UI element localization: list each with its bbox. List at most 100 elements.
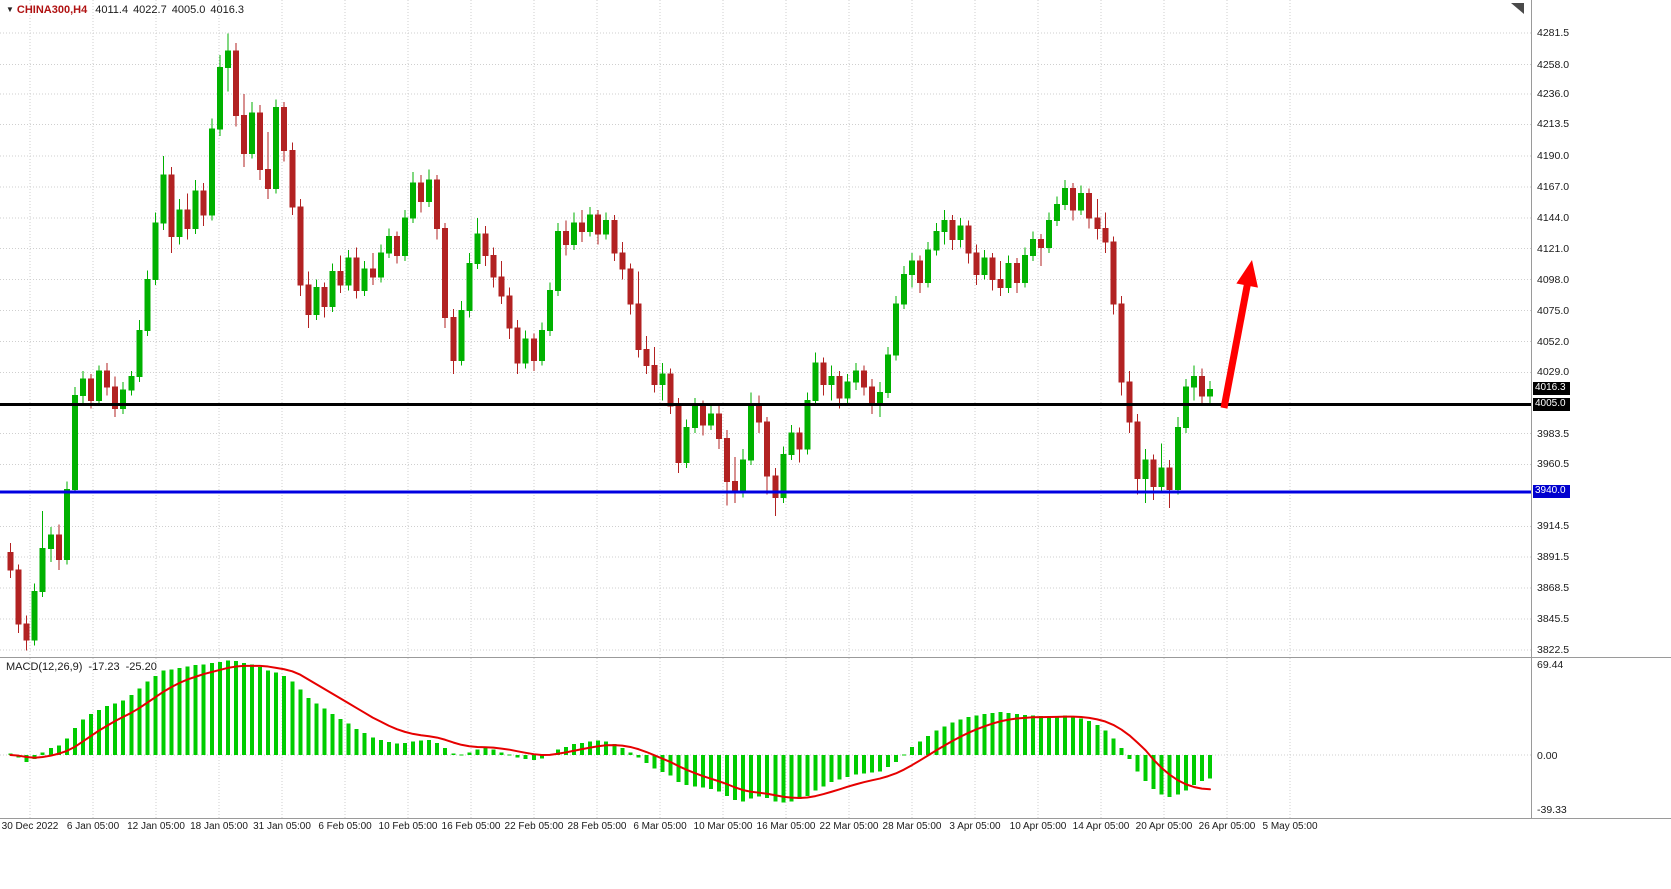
price-axis[interactable]: 4281.5 4258.0 4236.0 4213.5 4190.0 4167.0 4144… — [1532, 0, 1671, 657]
candle-bearish — [1070, 187, 1077, 211]
macd-histogram-bar — [805, 755, 810, 796]
candle-bullish — [981, 257, 988, 275]
trend-arrow-head[interactable] — [1236, 260, 1258, 288]
macd-histogram-bar — [1199, 755, 1204, 781]
candle-bearish — [595, 214, 602, 235]
time-axis[interactable]: 30 Dec 2022 6 Jan 05:00 12 Jan 05:00 18 Jan… — [0, 818, 1671, 889]
macd-histogram-bar — [885, 755, 890, 768]
macd-histogram-bar — [306, 697, 311, 755]
trend-arrow[interactable] — [1220, 260, 1258, 409]
macd-histogram-bar — [72, 727, 77, 755]
time-axis-label: 10 Mar 05:00 — [693, 821, 753, 832]
time-axis-label: 12 Jan 05:00 — [127, 821, 185, 832]
candle-bearish — [723, 437, 730, 482]
candle-bearish — [434, 179, 441, 230]
macd-histogram-bar — [24, 755, 29, 762]
macd-histogram-bar — [966, 716, 971, 755]
macd-histogram-bar — [177, 667, 182, 755]
macd-histogram-bar — [869, 755, 874, 773]
macd-value-axis[interactable]: 69.44 0.00 -39.33 — [1532, 658, 1671, 818]
chart-shift-marker[interactable] — [1511, 3, 1524, 14]
macd-signal-value: -25.20 — [125, 661, 157, 673]
candle-bullish — [1021, 254, 1028, 283]
time-axis-label: 20 Apr 05:00 — [1135, 821, 1193, 832]
macd-histogram-bar — [636, 755, 641, 758]
macd-histogram-bar — [781, 755, 786, 803]
macd-histogram-bar — [113, 703, 118, 755]
candle-bullish — [79, 378, 86, 396]
support-price-tag: 3940.0 — [1533, 485, 1570, 499]
macd-histogram-bar — [475, 749, 480, 755]
price-tick-label: 4144.0 — [1537, 211, 1570, 224]
macd-histogram-bar — [314, 703, 319, 755]
candle-bearish — [7, 552, 14, 571]
candle-bearish — [699, 405, 706, 426]
macd-histogram-bar — [676, 755, 681, 783]
candle-bearish — [611, 220, 618, 254]
pane-divider-main-macd[interactable] — [0, 657, 1671, 658]
macd-histogram-bar — [821, 755, 826, 787]
macd-histogram-bar — [1038, 716, 1043, 755]
macd-histogram-bar — [1087, 720, 1092, 755]
candle-bearish — [55, 534, 62, 560]
candle-bearish — [860, 370, 867, 388]
macd-histogram-bar — [330, 714, 335, 755]
macd-histogram-bar — [797, 755, 802, 800]
candle-bullish — [1078, 193, 1085, 211]
macd-histogram-bar — [298, 689, 303, 755]
macd-histogram-bar — [266, 670, 271, 755]
time-axis-label: 28 Feb 05:00 — [567, 821, 627, 832]
candle-bearish — [997, 279, 1004, 289]
macd-histogram-bar — [813, 755, 818, 791]
macd-histogram-bar — [733, 755, 737, 800]
candle-bearish — [88, 378, 94, 402]
quote-close: 4016.3 — [210, 4, 245, 16]
candle-bearish — [949, 220, 956, 240]
candle-bearish — [232, 50, 239, 117]
macd-histogram-bar — [877, 755, 882, 772]
candle-bearish — [1134, 421, 1141, 480]
macd-histogram-bar — [660, 755, 665, 773]
candle-bearish — [772, 475, 779, 498]
macd-histogram-bar — [282, 676, 287, 755]
time-axis-label: 6 Mar 05:00 — [633, 821, 687, 832]
time-axis-label: 3 Apr 05:00 — [949, 821, 1001, 832]
macd-histogram-bar — [620, 748, 625, 755]
candle-bearish — [651, 365, 658, 386]
price-tick-label: 4236.0 — [1537, 88, 1570, 101]
macd-histogram-bar — [129, 695, 134, 755]
candle-bearish — [627, 268, 634, 305]
candle-bearish — [321, 287, 328, 308]
macd-histogram-bar — [258, 667, 263, 755]
macd-signal-line — [9, 664, 1211, 799]
time-axis-label: 6 Feb 05:00 — [318, 821, 372, 832]
candle-bullish — [71, 394, 78, 490]
macd-indicator-pane[interactable]: MACD(12,26,9) -17.23 -25.20 — [0, 658, 1532, 818]
macd-histogram-bar — [435, 742, 440, 755]
macd-histogram-bar — [652, 755, 657, 769]
trend-arrow-shaft[interactable] — [1220, 279, 1252, 409]
macd-histogram-bar — [233, 661, 238, 755]
candle-bullish — [345, 257, 352, 286]
candle-bullish — [740, 459, 747, 493]
candle-bearish — [200, 190, 207, 216]
macd-histogram-bar — [169, 669, 174, 755]
macd-histogram-bar — [1159, 755, 1164, 795]
macd-histogram-bar — [105, 706, 110, 755]
candle-bullish — [136, 330, 143, 377]
macd-histogram-bar — [153, 676, 158, 755]
main-chart-pane[interactable]: ▼ CHINA300,H4 4011.4 4022.7 4005.0 4016.3 — [0, 0, 1532, 657]
candle-bullish — [587, 214, 594, 232]
candle-bearish — [635, 303, 642, 351]
candle-bullish — [1045, 220, 1052, 248]
candle-bullish — [1158, 467, 1165, 488]
candle-bearish — [450, 316, 457, 361]
macd-histogram-bar — [596, 740, 601, 755]
candle-bearish — [482, 233, 489, 256]
candle-bullish — [96, 370, 103, 402]
macd-histogram-bar — [1103, 730, 1108, 755]
macd-histogram-bar — [773, 755, 778, 802]
candle-bullish — [410, 182, 416, 219]
candle-bearish — [619, 252, 626, 270]
